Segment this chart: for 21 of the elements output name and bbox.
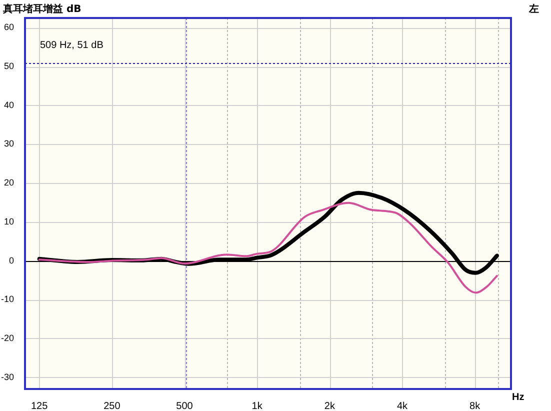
y-tick-label: 0 [8, 255, 14, 266]
y-tick-label: 10 [4, 216, 14, 226]
y-tick-label: -20 [0, 332, 14, 343]
y-axis-title: 真耳堵耳增益 dB [3, 2, 82, 16]
y-tick-label: 20 [4, 178, 14, 188]
x-tick-label: 125 [31, 400, 48, 411]
x-tick-label: 8k [470, 400, 482, 411]
y-tick-label: 50 [4, 61, 14, 72]
y-tick-label: 30 [4, 138, 14, 149]
y-tick-label: -30 [0, 372, 14, 382]
y-tick-label: 60 [4, 22, 14, 32]
x-tick-label: 1k [252, 400, 264, 411]
x-tick-label: 4k [396, 400, 409, 411]
annotation: 509 Hz, 51 dB [40, 40, 104, 51]
y-tick-label: -10 [0, 294, 14, 304]
x-tick-label: 500 [176, 400, 194, 411]
y-tick-label: 40 [4, 100, 14, 110]
x-axis-title: Hz [512, 392, 524, 403]
x-tick-label: 2k [324, 400, 336, 411]
text: 左 [529, 2, 539, 16]
x-tick-label: 250 [104, 400, 121, 411]
